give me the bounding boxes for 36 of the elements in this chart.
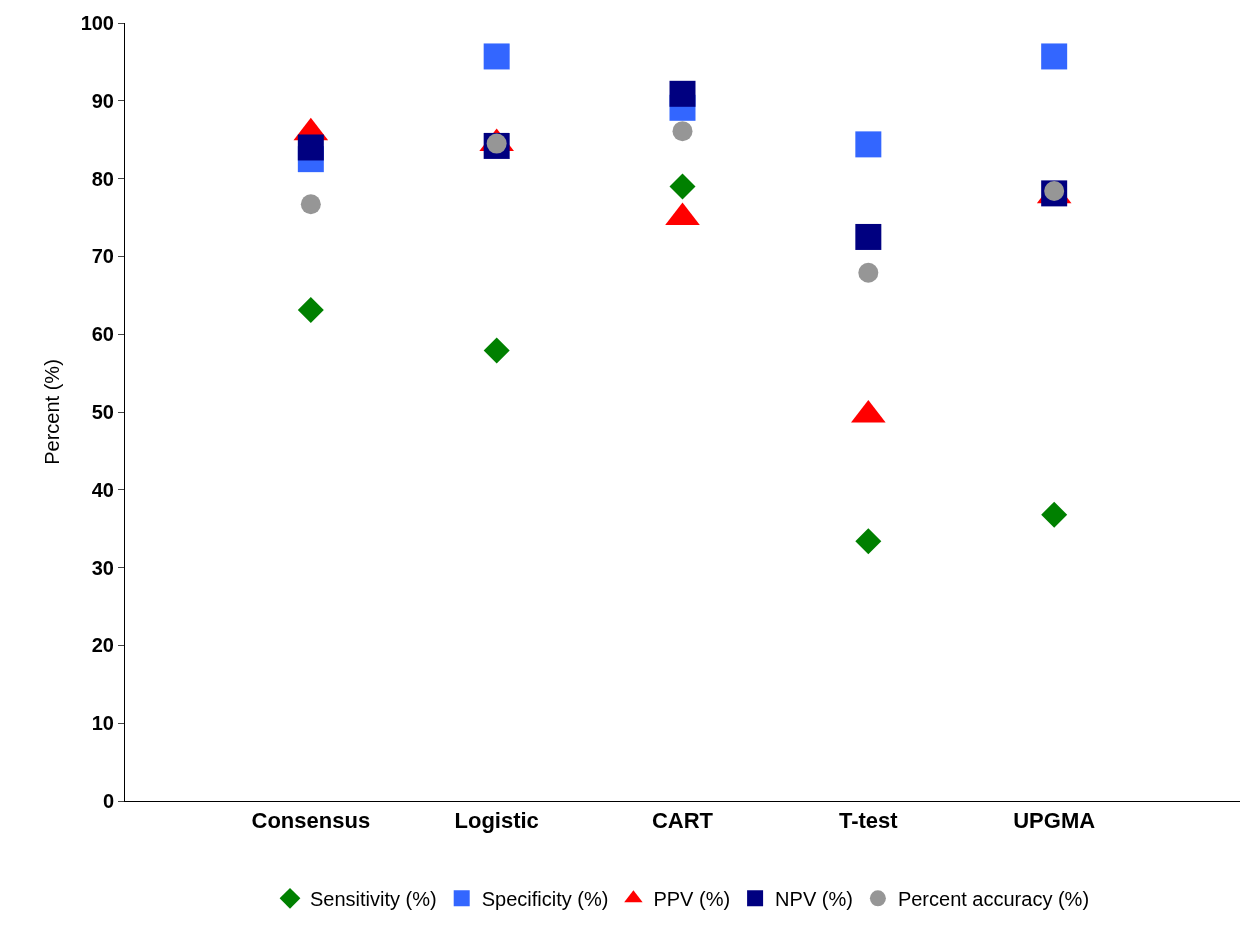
y-tick-label: 60 bbox=[91, 323, 114, 346]
y-tick-label: 90 bbox=[91, 89, 114, 112]
legend-label: PPV (%) bbox=[653, 888, 731, 911]
y-tick-label: 70 bbox=[91, 245, 114, 268]
y-axis-title: Percent (%) bbox=[41, 359, 64, 465]
point bbox=[1041, 43, 1068, 70]
x-tick-label: Logistic bbox=[454, 808, 539, 834]
point bbox=[297, 297, 324, 324]
legend-label: Sensitivity (%) bbox=[310, 888, 437, 911]
point bbox=[669, 173, 696, 200]
y-tick-label: 100 bbox=[80, 12, 114, 34]
point bbox=[855, 131, 882, 158]
y-tick-label: 0 bbox=[102, 790, 114, 812]
point bbox=[300, 194, 321, 215]
x-tick-label: T-test bbox=[838, 808, 899, 834]
point bbox=[855, 223, 882, 250]
point bbox=[858, 262, 879, 283]
legend-label: Percent accuracy (%) bbox=[897, 888, 1090, 911]
y-tick-label: 40 bbox=[91, 478, 114, 501]
x-tick-label: Consensus bbox=[251, 808, 371, 834]
y-tick-label: 30 bbox=[91, 556, 114, 579]
y-tick-label: 10 bbox=[91, 712, 114, 735]
point bbox=[483, 337, 510, 364]
x-tick-label: CART bbox=[651, 808, 714, 834]
y-tick-label: 80 bbox=[91, 167, 114, 190]
x-tick-label: UPGMA bbox=[1013, 808, 1096, 834]
point bbox=[669, 80, 696, 107]
point bbox=[672, 121, 693, 142]
legend-label: Specificity (%) bbox=[481, 888, 609, 911]
point bbox=[483, 43, 510, 70]
y-tick-label: 50 bbox=[91, 401, 114, 423]
point bbox=[297, 134, 324, 161]
point bbox=[855, 528, 882, 555]
point bbox=[1041, 501, 1068, 528]
y-tick-label: 20 bbox=[91, 634, 114, 657]
legend-label: NPV (%) bbox=[775, 888, 853, 911]
